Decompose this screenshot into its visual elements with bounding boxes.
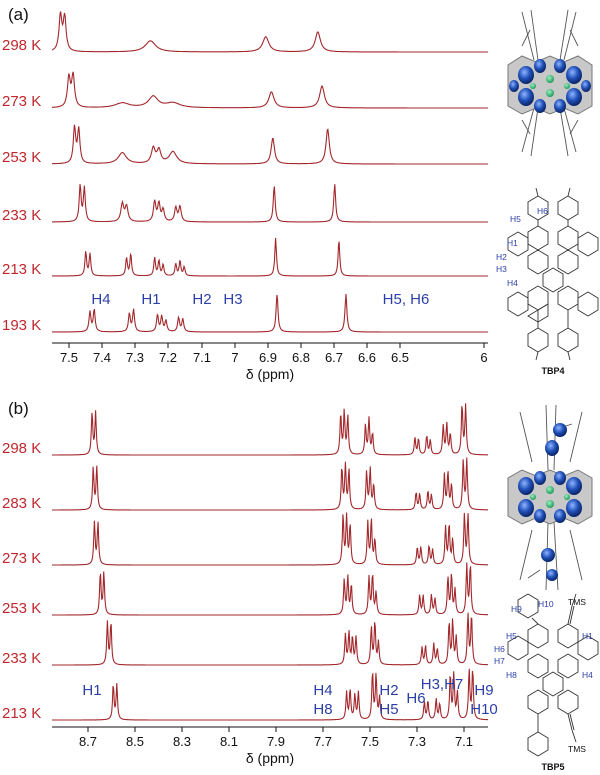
tbp4-name: TBP4 xyxy=(541,366,564,376)
tbp5-label-tms-top: TMS xyxy=(568,597,586,607)
peak-label-b-h6: H6 xyxy=(406,690,425,707)
temperature-label: 213 K xyxy=(2,261,41,278)
tbp5-label-h1: H1 xyxy=(582,631,593,641)
peak-label-a-h4: H4 xyxy=(91,291,110,308)
temperature-label: 233 K xyxy=(2,650,41,667)
x-tick-label: 8.7 xyxy=(79,734,97,749)
tbp5-label-h10: H10 xyxy=(538,599,554,609)
peak-label-b-h3-h7: H3,H7 xyxy=(421,676,464,693)
temperature-label: 273 K xyxy=(2,93,41,110)
tbp4-label-h3: H3 xyxy=(496,264,507,274)
x-tick-label: 7.3 xyxy=(408,734,426,749)
x-tick-label: 7.4 xyxy=(93,350,111,365)
tbp5-label-h9: H9 xyxy=(511,604,522,614)
spectrum-trace-298k xyxy=(51,11,488,53)
peak-label-b-h4: H4 xyxy=(313,682,332,699)
x-tick-label: 7.2 xyxy=(159,350,177,365)
tbp5-label-h4: H4 xyxy=(582,670,593,680)
tbp4-orbital-render xyxy=(507,9,593,157)
tbp5-label-h7: H7 xyxy=(494,656,505,666)
tbp5-orbital-render xyxy=(507,404,593,591)
x-tick-label: 8.5 xyxy=(126,734,144,749)
panel-a-label: (a) xyxy=(8,5,29,24)
x-tick-label: 6.9 xyxy=(259,350,277,365)
spectrum-trace-233k xyxy=(52,612,488,666)
peak-label-a-h2: H2 xyxy=(192,291,211,308)
panel-a-x-label: δ (ppm) xyxy=(246,366,294,382)
x-tick-label: 7.9 xyxy=(267,734,285,749)
spectrum-trace-253k xyxy=(52,562,488,616)
temperature-label: 193 K xyxy=(2,317,41,334)
temperature-label: 253 K xyxy=(2,600,41,617)
peak-label-a-h5-h6: H5, H6 xyxy=(383,291,430,308)
tbp4-label-h5: H5 xyxy=(510,214,521,224)
x-tick-label: 6.8 xyxy=(292,350,310,365)
x-tick-label: 6.5 xyxy=(391,350,409,365)
temperature-label: 283 K xyxy=(2,495,41,512)
panel-b-spectra: 298 K 283 K 273 K 253 K 233 K 213 K xyxy=(2,403,489,722)
x-tick-label: 7 xyxy=(231,350,238,365)
tbp4-label-h2: H2 xyxy=(496,252,507,262)
x-tick-label: 6.7 xyxy=(325,350,343,365)
x-tick-label: 7.7 xyxy=(314,734,332,749)
x-tick-label: 7.3 xyxy=(126,350,144,365)
peak-label-b-h5: H5 xyxy=(379,701,398,718)
x-tick-label: 7.1 xyxy=(455,734,473,749)
x-tick-label: 7.5 xyxy=(60,350,78,365)
tbp5-label-h8: H8 xyxy=(506,670,517,680)
spectrum-trace-253k xyxy=(52,124,488,165)
tbp4-label-h4: H4 xyxy=(507,278,518,288)
peak-label-b-h9: H9 xyxy=(474,682,493,699)
panel-b-label: (b) xyxy=(8,399,29,418)
tbp4-label-h6: H6 xyxy=(537,206,548,216)
tbp5-label-h5: H5 xyxy=(506,631,517,641)
spectrum-trace-193k xyxy=(51,293,488,333)
spectrum-trace-213k xyxy=(52,668,489,721)
tbp5-label-tms-bottom: TMS xyxy=(568,744,586,754)
peak-label-b-h8: H8 xyxy=(313,701,332,718)
spectrum-trace-273k xyxy=(52,512,488,566)
panel-a-spectra: 298 K 273 K 253 K 233 K 213 K 193 K xyxy=(2,11,488,334)
temperature-label: 273 K xyxy=(2,550,41,567)
panel-b-x-label: δ (ppm) xyxy=(246,750,294,766)
spectrum-trace-233k xyxy=(52,184,488,223)
tbp4-structure xyxy=(507,187,599,361)
temperature-label: 298 K xyxy=(2,37,41,54)
x-tick-label: 6 xyxy=(480,350,487,365)
spectrum-trace-298k xyxy=(52,403,488,456)
panel-b-ticks: 8.7 8.5 8.3 8.1 7.9 7.7 7.5 7.3 7.1 xyxy=(79,727,473,749)
tbp5-name: TBP5 xyxy=(541,762,564,772)
temperature-label: 253 K xyxy=(2,149,41,166)
tbp5-label-h6: H6 xyxy=(494,644,505,654)
x-tick-label: 8.1 xyxy=(220,734,238,749)
spectrum-trace-273k xyxy=(51,71,488,109)
tbp4-label-h1: H1 xyxy=(507,238,518,248)
x-tick-label: 6.6 xyxy=(358,350,376,365)
x-tick-label: 7.1 xyxy=(193,350,211,365)
panel-a-ticks: 7.5 7.4 7.3 7.2 7.1 7 6.9 6.8 6.7 6.6 6.5 6 xyxy=(60,343,488,365)
peak-label-b-h10: H10 xyxy=(470,701,498,718)
peak-label-a-h1: H1 xyxy=(141,291,160,308)
spectrum-trace-283k xyxy=(52,457,488,511)
spectrum-trace-213k xyxy=(51,237,488,277)
temperature-label: 298 K xyxy=(2,440,41,457)
peak-label-b-h2: H2 xyxy=(379,682,398,699)
x-tick-label: 8.3 xyxy=(173,734,191,749)
temperature-label: 213 K xyxy=(2,705,41,722)
peak-label-b-h1: H1 xyxy=(82,682,101,699)
temperature-label: 233 K xyxy=(2,207,41,224)
peak-label-a-h3: H3 xyxy=(223,291,242,308)
tbp5-structure xyxy=(507,593,599,757)
x-tick-label: 7.5 xyxy=(361,734,379,749)
